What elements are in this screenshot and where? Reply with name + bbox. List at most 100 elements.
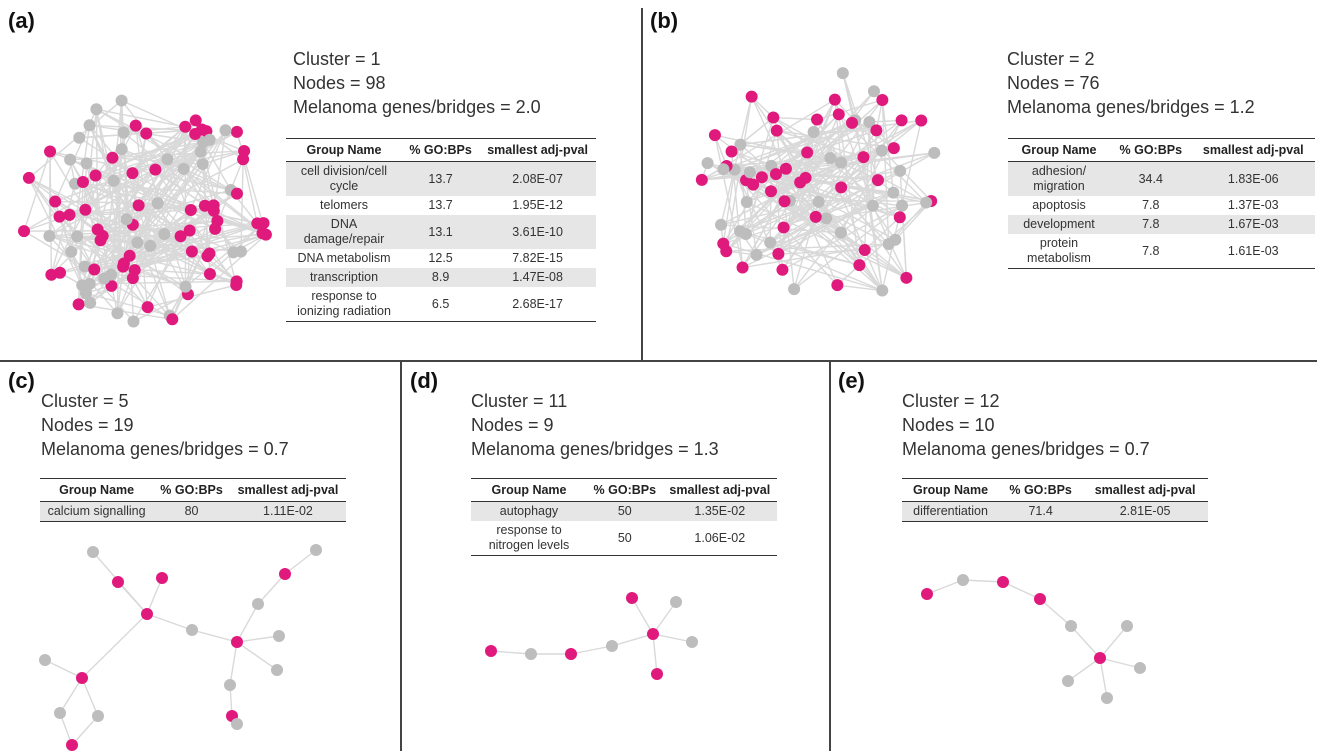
melanoma-gene-node <box>755 171 768 184</box>
bridge-node <box>194 145 207 158</box>
network-edge <box>784 200 860 266</box>
network-edge <box>71 715 99 746</box>
table-row: response to ionizing radiation 6.5 2.68E-1… <box>286 287 596 322</box>
bridge-node <box>882 238 895 251</box>
network-edge <box>146 577 163 615</box>
bridge-node <box>127 315 140 328</box>
melanoma-gene-node <box>893 211 906 224</box>
melanoma-gene-node <box>22 171 35 184</box>
bridge-node <box>144 239 157 252</box>
network-edge <box>191 629 238 643</box>
network-edge <box>164 210 215 235</box>
cluster-id: Cluster = 1 <box>293 49 381 69</box>
network-edge <box>112 141 204 159</box>
melanoma-gene-node <box>76 672 88 684</box>
bridge-node <box>701 157 714 170</box>
melanoma-gene-node <box>185 245 198 258</box>
bridge-node <box>824 151 837 164</box>
network-edge <box>89 229 191 304</box>
network-edge <box>770 190 903 207</box>
bridge-node <box>105 268 118 281</box>
go-table-a: Group Name % GO:BPs smallest adj-pval ce… <box>286 138 596 322</box>
melanoma-gene-node <box>846 116 859 129</box>
network-edge <box>68 214 72 252</box>
bridge-node <box>179 280 192 293</box>
bridge-node <box>606 640 618 652</box>
bridge-node <box>78 260 91 273</box>
network-edge <box>229 641 238 686</box>
network-edge <box>202 163 215 206</box>
melanoma-gene-node <box>835 181 848 194</box>
bridge-node <box>64 153 77 166</box>
melanoma-gene-node <box>140 127 153 140</box>
melanoma-gene-node <box>49 195 62 208</box>
melanoma-gene-node <box>198 199 211 212</box>
network-edge <box>838 114 861 266</box>
bridge-node <box>117 126 130 139</box>
network-edge <box>28 177 87 294</box>
table-row: calcium signalling 80 1.11E-02 <box>40 501 346 522</box>
melanoma-gene-node <box>184 204 197 217</box>
network-edge <box>840 152 935 189</box>
network-edge <box>776 130 890 245</box>
network-edge <box>783 156 864 228</box>
melanoma-gene-node <box>565 648 577 660</box>
melanoma-gene-node <box>230 275 243 288</box>
melanoma-gene-node <box>231 636 243 648</box>
bridge-node <box>743 166 756 179</box>
col-pval: smallest adj-pval <box>479 138 596 162</box>
network-edge <box>652 601 677 635</box>
network-edge <box>132 141 204 226</box>
network-edge <box>185 222 264 288</box>
network-edge <box>257 573 286 605</box>
network-edge <box>770 241 860 266</box>
bridge-node <box>310 544 322 556</box>
melanoma-gene-node <box>53 210 66 223</box>
melanoma-gene-node <box>745 90 758 103</box>
bridge-node <box>957 574 969 586</box>
network-edge <box>28 177 95 270</box>
network-edge <box>236 603 259 643</box>
melanoma-gene-node <box>921 588 933 600</box>
network-edge <box>722 119 856 245</box>
melanoma-gene-node <box>123 249 136 262</box>
network-edge <box>881 99 890 245</box>
network-cluster-5 <box>39 544 322 751</box>
bridge-node <box>867 85 880 98</box>
bridge-node <box>252 598 264 610</box>
bridge-node <box>43 230 56 243</box>
melanoma-gene-node <box>858 244 871 257</box>
bridge-node <box>734 225 747 238</box>
network-edge <box>284 549 317 575</box>
melanoma-ratio: Melanoma genes/bridges = 1.2 <box>1007 97 1255 117</box>
melanoma-gene-node <box>141 301 154 314</box>
melanoma-gene-node <box>871 174 884 187</box>
bridge-node <box>1062 675 1074 687</box>
network-edge <box>739 230 883 292</box>
network-cluster-11 <box>485 592 698 680</box>
bridge-node <box>151 197 164 210</box>
panel-d-label: (d) <box>410 368 439 393</box>
network-edge <box>746 157 831 203</box>
bridge-node <box>115 143 128 156</box>
divider-horizontal <box>0 360 1317 362</box>
col-pval: smallest adj-pval <box>662 478 777 502</box>
network-edge <box>48 235 118 314</box>
network-edge <box>772 116 927 204</box>
melanoma-gene-node <box>770 124 783 137</box>
melanoma-gene-node <box>778 195 791 208</box>
table-row: apoptosis 7.8 1.37E-03 <box>1032 198 1279 212</box>
melanoma-gene-node <box>717 237 730 250</box>
melanoma-gene-node <box>725 145 738 158</box>
table-row: development 7.8 1.67E-03 <box>1008 215 1315 234</box>
table-row: response to nitrogen levels 50 1.06E-02 <box>471 521 777 556</box>
node-count: Nodes = 9 <box>471 415 554 435</box>
network-edge <box>81 677 99 717</box>
network-edge <box>49 235 130 257</box>
table-row: transcription 8.9 1.47E-08 <box>286 268 596 287</box>
network-edge <box>864 216 901 251</box>
network-edge <box>93 205 206 271</box>
go-table-e: Group Name % GO:BPs smallest adj-pval di… <box>902 478 1208 522</box>
bridge-node <box>1101 692 1113 704</box>
melanoma-gene-node <box>207 199 220 212</box>
